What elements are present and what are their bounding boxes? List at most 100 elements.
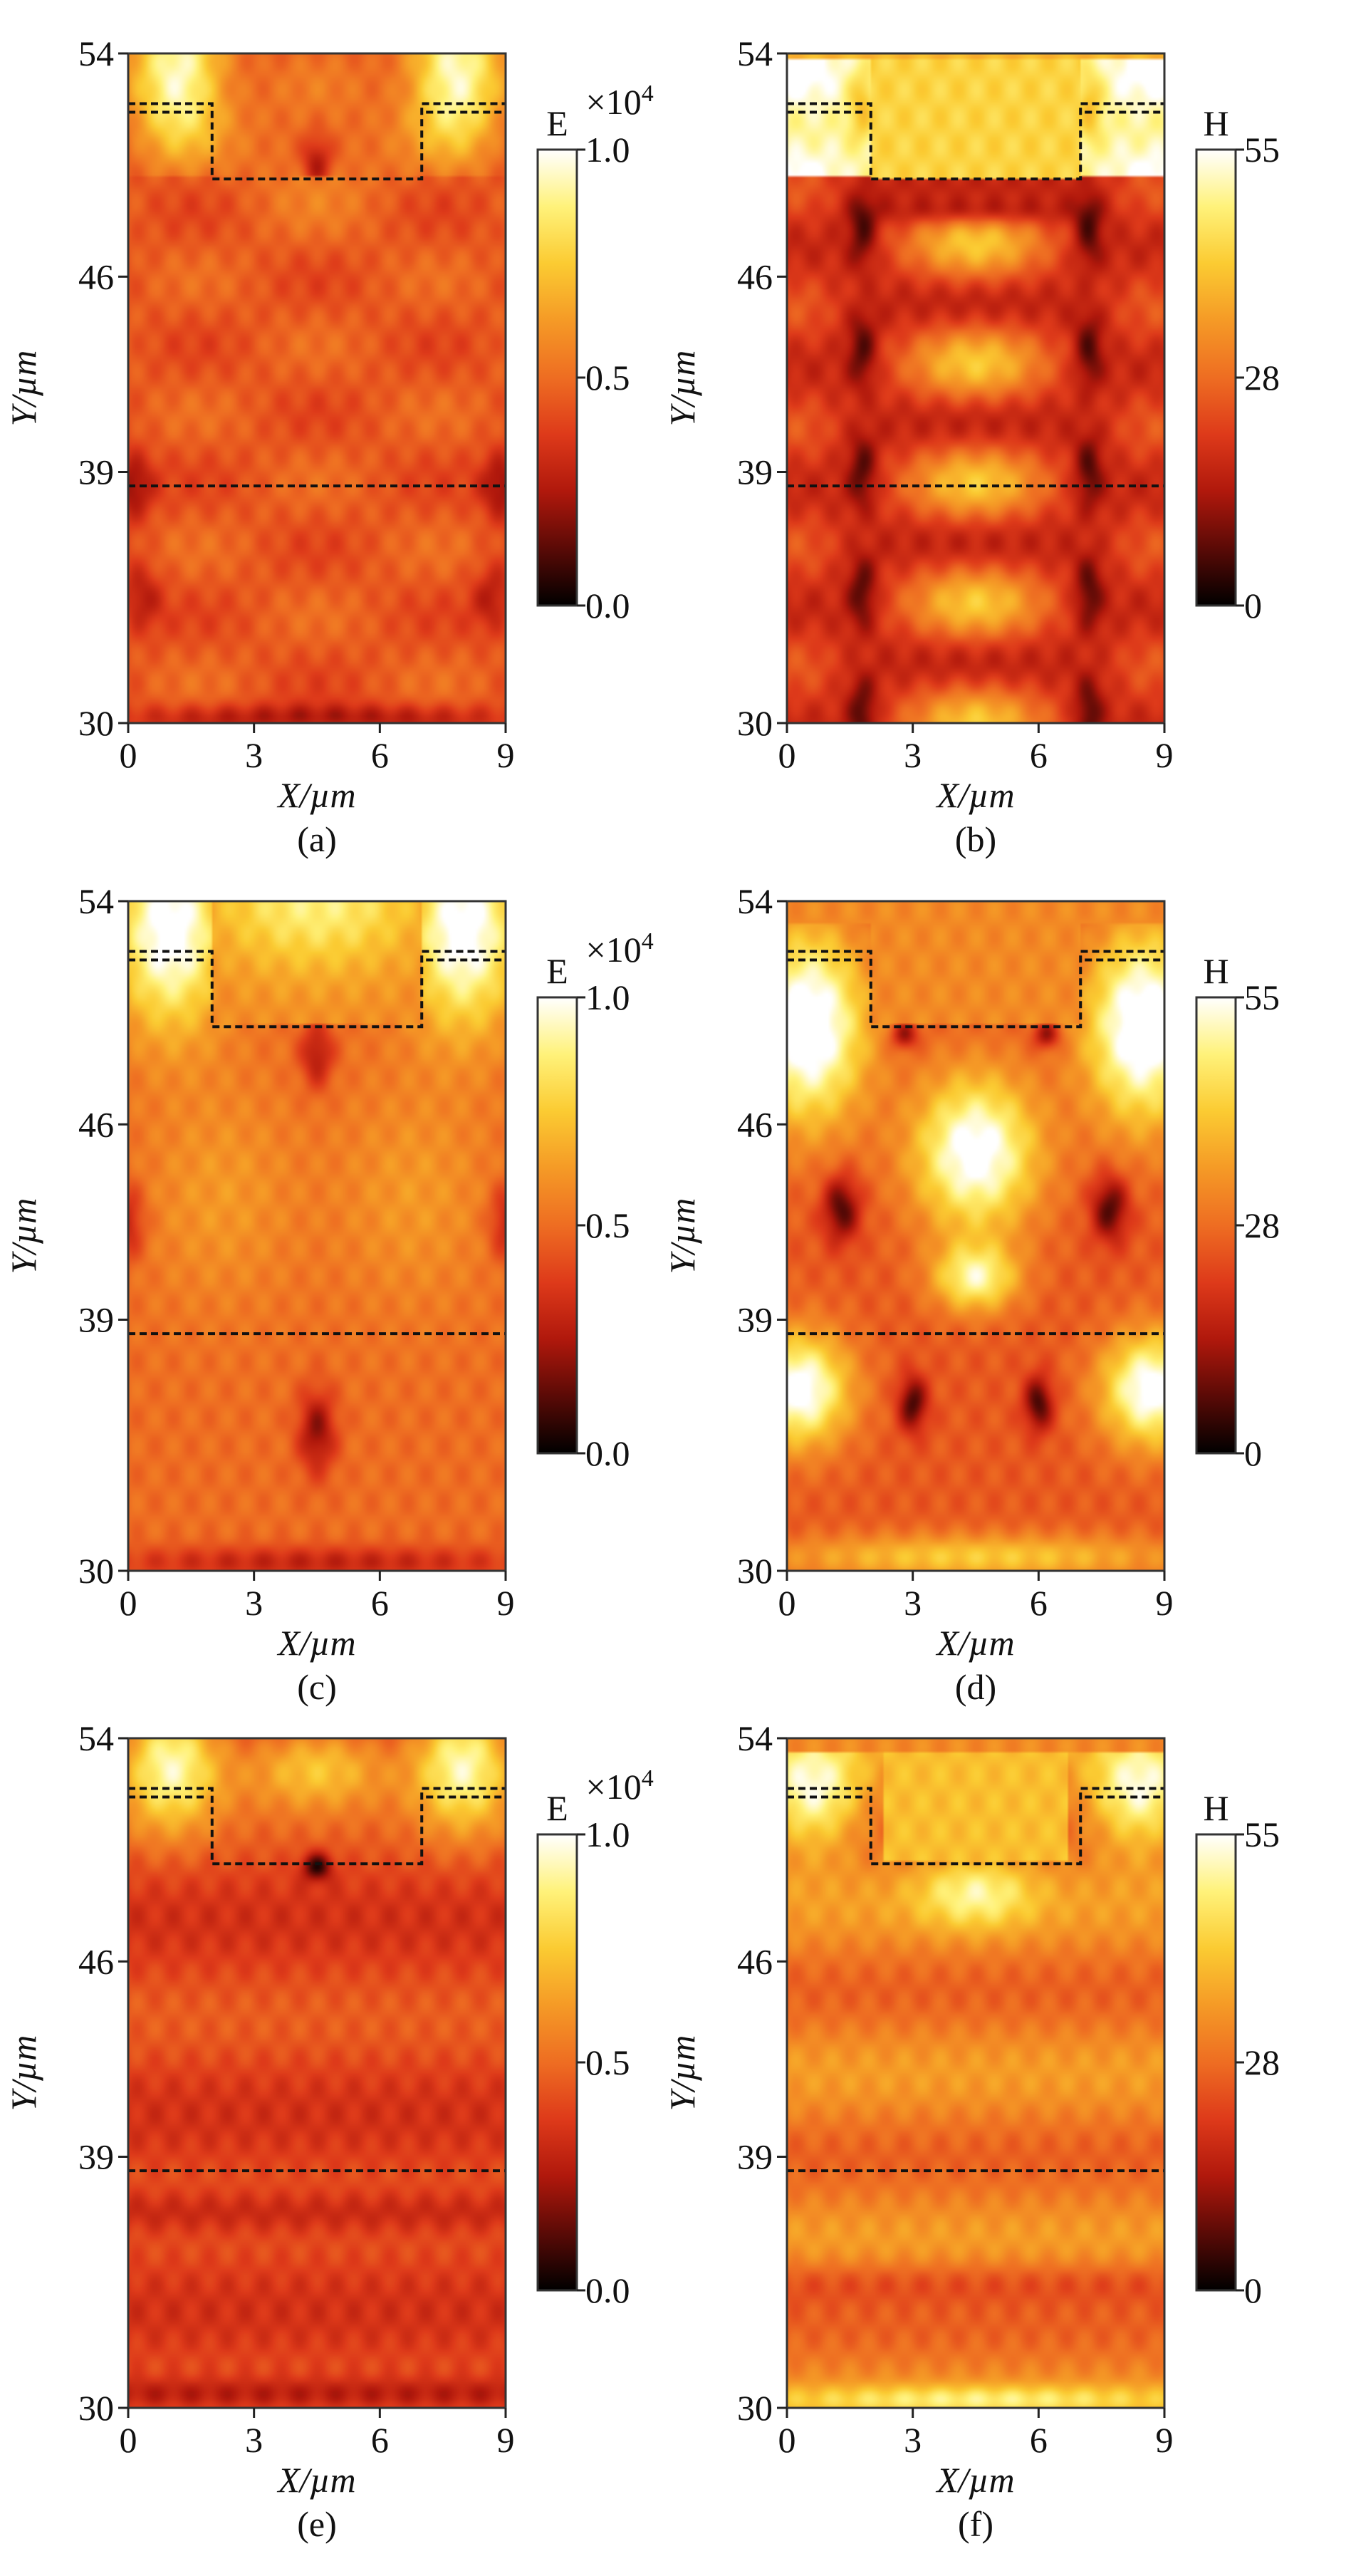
- y-axis-label: Y/µm: [662, 350, 702, 427]
- y-tick-label: 30: [78, 703, 114, 743]
- panel-a: 0 3 6 9 30 39 46 54 X/µm Y/µm (a) 0.0 0.5 1.0 E ×104: [4, 33, 654, 859]
- colorbar-title: E: [546, 1788, 568, 1828]
- y-tick-label: 46: [737, 256, 773, 296]
- x-axis-label: X/µm: [935, 775, 1014, 815]
- groove-boundary-line: [128, 1787, 506, 1866]
- colorbar-tick-label: 55: [1244, 977, 1280, 1017]
- y-tick-label: 39: [737, 2137, 773, 2177]
- x-tick-label: 9: [497, 1583, 515, 1623]
- x-tick-label: 0: [778, 1583, 796, 1623]
- heatmap-field: [787, 1738, 1164, 2408]
- colorbar-tick-label: 28: [1244, 358, 1280, 398]
- colorbar: [536, 148, 578, 607]
- x-tick-label: 0: [778, 2420, 796, 2460]
- colorbar: [536, 996, 578, 1455]
- groove-boundary-line: [787, 1787, 1164, 1866]
- y-tick-label: 39: [78, 452, 114, 492]
- colorbar-title: E: [546, 103, 568, 143]
- colorbar-tick-label: 0.5: [585, 1205, 630, 1245]
- x-tick-label: 6: [371, 2420, 389, 2460]
- y-tick-label: 54: [78, 1718, 114, 1758]
- colorbar: [1195, 996, 1237, 1455]
- colorbar-title: E: [546, 951, 568, 991]
- x-tick-label: 0: [778, 735, 796, 775]
- colorbar-tick-label: 0: [1244, 586, 1262, 625]
- colorbar-exponent: 4: [642, 80, 654, 107]
- panel-caption: (f): [958, 2504, 993, 2544]
- colorbar-multiplier: ×104: [586, 80, 654, 122]
- x-tick-label: 6: [1030, 1583, 1048, 1623]
- x-tick-label: 3: [245, 2420, 263, 2460]
- heatmap-field: [787, 901, 1164, 1571]
- x-tick-label: 6: [1030, 735, 1048, 775]
- y-axis-label: Y/µm: [4, 2035, 43, 2112]
- colorbar-tick-label: 28: [1244, 1205, 1280, 1245]
- y-tick-label: 39: [737, 452, 773, 492]
- x-tick-label: 9: [1156, 2420, 1174, 2460]
- colorbar-tick-label: 0.5: [585, 358, 630, 398]
- plot-frame: [127, 900, 507, 1572]
- colorbar-tick-label: 28: [1244, 2042, 1280, 2082]
- y-tick-label: 30: [78, 1551, 114, 1591]
- y-tick-label: 54: [78, 33, 114, 73]
- x-tick-label: 3: [245, 1583, 263, 1623]
- x-tick-label: 9: [1156, 1583, 1174, 1623]
- colorbar-tick-label: 0: [1244, 2270, 1262, 2310]
- colorbar-title: H: [1203, 1788, 1228, 1828]
- x-tick-label: 3: [245, 735, 263, 775]
- x-tick-label: 0: [120, 2420, 137, 2460]
- y-tick-label: 46: [78, 1941, 114, 1981]
- x-tick-label: 9: [497, 735, 515, 775]
- panel-e: 0 3 6 9 30 39 46 54 X/µm Y/µm (e) 0.0 0.5 1.0 E ×104: [4, 1718, 654, 2544]
- panel-c: 0 3 6 9 30 39 46 54 X/µm Y/µm (c) 0.0 0.5 1.0 E ×104: [4, 881, 654, 1707]
- y-axis-label: Y/µm: [662, 1198, 702, 1274]
- colorbar: [1195, 1833, 1237, 2292]
- x-tick-label: 6: [371, 735, 389, 775]
- colorbar: [536, 1833, 578, 2292]
- x-tick-label: 0: [120, 735, 137, 775]
- x-tick-label: 3: [904, 1583, 922, 1623]
- panel-f: 0 3 6 9 30 39 46 54 X/µm Y/µm (f) 0 28 55 H: [662, 1718, 1280, 2544]
- y-tick-label: 39: [78, 2137, 114, 2177]
- y-tick-label: 30: [737, 2388, 773, 2428]
- y-tick-label: 39: [78, 1300, 114, 1340]
- y-tick-label: 30: [78, 2388, 114, 2428]
- groove-boundary-line: [128, 102, 506, 181]
- x-axis-label: X/µm: [935, 2460, 1014, 2500]
- heatmap-field: [787, 53, 1164, 723]
- y-tick-label: 46: [78, 1104, 114, 1144]
- x-axis-label: X/µm: [935, 1623, 1014, 1663]
- plot-frame: [786, 52, 1166, 724]
- plot-frame: [786, 900, 1166, 1572]
- y-tick-label: 54: [737, 881, 773, 921]
- y-tick-label: 46: [737, 1104, 773, 1144]
- y-tick-label: 30: [737, 1551, 773, 1591]
- y-axis-label: Y/µm: [662, 2035, 702, 2112]
- plot-frame: [786, 1737, 1166, 2409]
- panel-caption: (d): [955, 1667, 996, 1707]
- x-tick-label: 3: [904, 735, 922, 775]
- colorbar-tick-label: 0.0: [585, 1433, 630, 1473]
- panel-d: 0 3 6 9 30 39 46 54 X/µm Y/µm (d) 0 28 55 H: [662, 881, 1280, 1707]
- plot-frame: [127, 1737, 507, 2409]
- x-tick-label: 3: [904, 2420, 922, 2460]
- x-tick-label: 9: [1156, 735, 1174, 775]
- x-tick-label: 9: [497, 2420, 515, 2460]
- heatmap-field: [128, 1738, 506, 2408]
- x-axis-label: X/µm: [276, 1623, 355, 1663]
- groove-boundary-line: [787, 950, 1164, 1029]
- colorbar: [1195, 148, 1237, 607]
- panel-caption: (a): [297, 819, 337, 859]
- groove-boundary-line: [787, 102, 1164, 181]
- heatmap-field: [128, 53, 506, 723]
- colorbar-exponent: 4: [642, 928, 654, 955]
- colorbar-tick-label: 0.0: [585, 2270, 630, 2310]
- colorbar-tick-label: 1.0: [585, 130, 630, 170]
- colorbar-tick-label: 0.5: [585, 2042, 630, 2082]
- x-tick-label: 6: [1030, 2420, 1048, 2460]
- y-tick-label: 54: [737, 1718, 773, 1758]
- y-axis-label: Y/µm: [4, 350, 43, 427]
- colorbar-tick-label: 1.0: [585, 1814, 630, 1854]
